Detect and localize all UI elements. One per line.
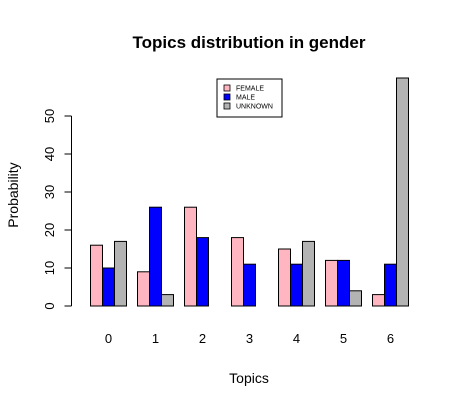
legend-swatch-unknown xyxy=(223,102,231,110)
bar-female-6 xyxy=(372,294,385,307)
legend-label-unknown: UNKNOWN xyxy=(236,104,273,111)
bar-female-4 xyxy=(278,248,291,307)
bar-unknown-1 xyxy=(161,294,174,307)
bar-unknown-6 xyxy=(396,77,409,307)
bars-group xyxy=(90,77,409,307)
chart-title: Topics distribution in gender xyxy=(133,33,366,52)
bar-female-5 xyxy=(325,259,338,307)
x-tick-label: 0 xyxy=(105,331,112,346)
x-tick-label: 5 xyxy=(340,331,347,346)
bar-unknown-0 xyxy=(114,240,127,307)
bar-male-2 xyxy=(196,237,209,307)
bar-unknown-5 xyxy=(349,290,362,307)
y-tick-label: 40 xyxy=(42,147,57,161)
bar-female-2 xyxy=(184,206,197,307)
bar-female-3 xyxy=(231,237,244,307)
bar-unknown-4 xyxy=(302,240,315,307)
legend-label-female: FEMALE xyxy=(236,86,264,93)
bar-male-4 xyxy=(290,263,303,307)
x-tick-label: 2 xyxy=(199,331,206,346)
bar-female-0 xyxy=(90,244,103,307)
bar-male-3 xyxy=(243,263,256,307)
bar-male-5 xyxy=(337,259,350,307)
y-tick-label: 30 xyxy=(42,185,57,199)
x-axis-tick-labels: 0 1 2 3 4 5 6 xyxy=(105,331,394,346)
y-tick-label: 10 xyxy=(42,261,57,275)
y-tick-label: 50 xyxy=(42,109,57,123)
legend-swatch-female xyxy=(223,84,231,92)
bar-male-1 xyxy=(149,206,162,307)
y-axis: 0 10 20 30 40 50 xyxy=(42,109,72,310)
y-axis-label: Probability xyxy=(5,162,21,227)
x-tick-label: 4 xyxy=(293,331,300,346)
bar-male-6 xyxy=(384,263,397,307)
x-tick-label: 1 xyxy=(152,331,159,346)
legend: FEMALE MALE UNKNOWN xyxy=(216,78,283,118)
y-tick-label: 0 xyxy=(42,302,57,309)
legend-swatch-male xyxy=(223,93,231,101)
bar-female-1 xyxy=(137,271,150,307)
x-axis-label: Topics xyxy=(229,370,269,386)
bar-male-0 xyxy=(102,267,115,307)
legend-label-male: MALE xyxy=(236,95,255,102)
x-tick-label: 3 xyxy=(246,331,253,346)
y-tick-label: 20 xyxy=(42,223,57,237)
x-tick-label: 6 xyxy=(387,331,394,346)
